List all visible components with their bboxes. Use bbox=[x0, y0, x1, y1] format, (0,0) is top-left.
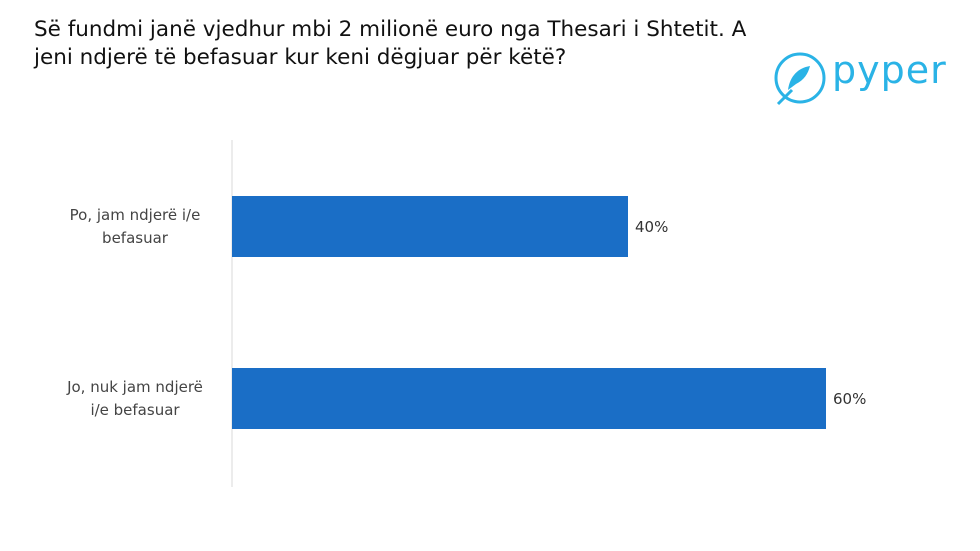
logo-text: pyper bbox=[832, 48, 947, 92]
category-label: Jo, nuk jam ndjerë i/e befasuar bbox=[67, 377, 203, 419]
bar bbox=[232, 368, 826, 429]
chart-title: Së fundmi janë vjedhur mbi 2 milionë eur… bbox=[34, 17, 747, 70]
category-label: Po, jam ndjerë i/e befasuar bbox=[69, 205, 201, 247]
logo-icon bbox=[774, 52, 826, 106]
bar bbox=[232, 196, 628, 257]
value-label: 40% bbox=[635, 217, 669, 236]
value-label: 60% bbox=[833, 389, 867, 408]
